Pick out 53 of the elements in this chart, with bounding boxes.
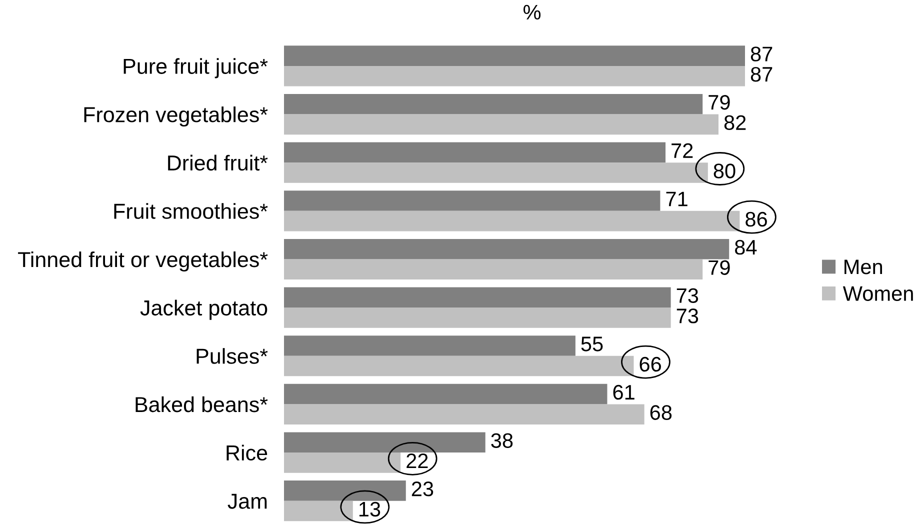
data-label: 61 (613, 384, 634, 400)
bar (284, 162, 708, 183)
y-tick-label: Jacket potato (140, 300, 268, 320)
data-label: 23 (412, 482, 434, 496)
bar (284, 190, 660, 211)
y-tick-label: Frozen vegetables* (84, 106, 268, 127)
bar (284, 404, 644, 424)
bar (284, 66, 745, 86)
annotation: 86 (746, 212, 767, 227)
data-label: 55 (581, 336, 603, 352)
y-tick-label: Dried fruit* (168, 154, 268, 171)
y-tick-label: Jam (228, 494, 267, 509)
annotation: 80 (714, 164, 736, 178)
data-label: 72 (672, 143, 693, 158)
bar (284, 308, 671, 328)
data-label: 73 (676, 308, 698, 324)
bar (284, 94, 703, 114)
y-tick-label: Rice (226, 444, 268, 461)
bar (284, 238, 730, 260)
data-label: 68 (650, 405, 672, 420)
legend-label: Women (842, 286, 913, 301)
bar (284, 210, 740, 232)
annotation: 13 (359, 502, 380, 517)
data-label: 82 (724, 115, 746, 130)
data-label: 84 (735, 240, 757, 255)
legend-label: Men (844, 260, 882, 274)
bar (284, 384, 608, 404)
bar (284, 432, 486, 453)
bar (284, 356, 634, 376)
data-label: 79 (708, 260, 730, 275)
bar (284, 46, 745, 66)
x-axis-title: % (523, 4, 541, 20)
bar (284, 114, 719, 135)
data-label: 71 (666, 192, 688, 206)
data-label: 73 (676, 288, 698, 304)
y-tick-label: Pulses* (196, 348, 268, 364)
y-tick-label: Pure fruit juice* (124, 58, 268, 78)
data-label: 87 (750, 46, 772, 62)
bar (284, 259, 703, 280)
bar (284, 500, 353, 522)
bar (284, 142, 666, 163)
y-tick-label: Tinned fruit or vegetables* (18, 251, 268, 272)
annotation: 22 (406, 454, 428, 468)
bar (284, 287, 671, 308)
data-label: 87 (750, 66, 772, 82)
y-tick-label: Fruit smoothies* (114, 203, 268, 219)
annotation: 66 (640, 356, 661, 372)
bar (284, 452, 401, 473)
data-label: 38 (491, 433, 513, 448)
bar (284, 336, 576, 356)
y-tick-label: Baked beans* (136, 396, 268, 412)
data-label: 79 (708, 94, 730, 110)
bar (284, 480, 406, 501)
